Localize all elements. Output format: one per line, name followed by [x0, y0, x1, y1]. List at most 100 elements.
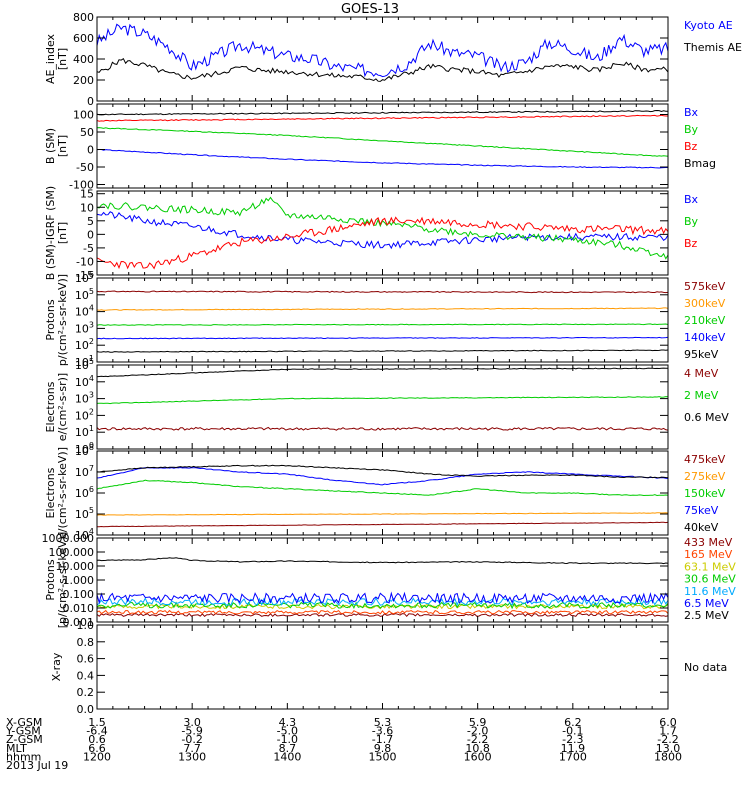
legend-protons2-5: 6.5 MeV [684, 597, 729, 610]
y-tick-label: 0.0 [77, 703, 95, 716]
y-tick-label: 1000.000 [42, 532, 95, 545]
ephem-value: -1.0 [277, 733, 298, 746]
y-tick-label: -50 [76, 161, 94, 174]
y-tick-label: 104 [75, 374, 94, 389]
y-tick-label: 101 [75, 424, 94, 439]
legend-electrons1-1: 2 MeV [684, 389, 719, 402]
panel-frame [96, 364, 669, 450]
y-tick-label-base: 10 [75, 306, 89, 319]
panel-protons2-series [97, 557, 668, 618]
ephem-label: Y-GSM [5, 725, 41, 738]
y-tick-label: -10 [76, 255, 94, 268]
series-ae-1 [97, 57, 668, 82]
y-axis-label: Electrons [44, 381, 57, 432]
y-tick-label-base: 10 [75, 272, 89, 285]
y-tick-label: 0 [87, 144, 94, 157]
ephem-value: -3.6 [372, 725, 393, 738]
y-tick-label-base: 10 [75, 466, 89, 479]
y-tick-label-exp: 5 [89, 506, 94, 515]
series-protons1-1 [97, 307, 668, 311]
legend-electrons1-0: 4 MeV [684, 367, 719, 380]
series-protons2-5 [97, 591, 668, 605]
legend-ae-0: Kyoto AE [684, 19, 733, 32]
panel-xray: 0.0 0.2 0.4 0.6 0.8 1.0 X-ray No data [50, 619, 727, 716]
y-tick-label: 0.001 [63, 616, 95, 629]
legend-electrons2-2: 150keV [684, 487, 726, 500]
y-tick-label: 103 [75, 320, 94, 335]
legend-electrons2-1: 275keV [684, 470, 726, 483]
y-tick-label: 0 [87, 95, 94, 108]
y-tick-label-exp: 4 [89, 304, 94, 313]
panel-frame [96, 103, 669, 189]
y-tick-label-base: 10 [75, 529, 89, 542]
y-tick-label-exp: 8 [89, 443, 94, 452]
y-tick-label-exp: 0 [89, 441, 94, 450]
series-electrons2-2 [97, 479, 668, 497]
y-axis-label: p/(cm²-s-sr-keV)] [56, 274, 69, 366]
y-tick-label: 1.000 [63, 574, 95, 587]
ephem-value: 1200 [83, 750, 111, 763]
y-tick-label-base: 10 [75, 359, 89, 372]
y-tick-label: 0.2 [77, 686, 95, 699]
series-electrons1-0 [97, 426, 668, 431]
series-protons2-6 [97, 557, 668, 565]
series-bdiff-1 [97, 196, 668, 260]
legend-xray-0: No data [684, 661, 727, 674]
panel-ae-series [97, 23, 668, 82]
panel-frame [96, 16, 669, 102]
y-axis-label: [nT] [56, 222, 69, 244]
y-tick-label: 0.6 [77, 653, 95, 666]
legend-protons1-1: 300keV [684, 297, 726, 310]
legend-bdiff-0: Bx [684, 193, 699, 206]
y-tick-label-base: 10 [75, 376, 89, 389]
series-electrons2-0 [97, 521, 668, 528]
y-tick-label: 100.000 [49, 546, 95, 559]
y-tick-label-exp: 7 [89, 464, 94, 473]
ephem-value: -2.2 [657, 733, 678, 746]
ephem-value: 1.5 [88, 716, 106, 729]
y-tick-label: 0 [87, 228, 94, 241]
y-tick-label-base: 10 [75, 508, 89, 521]
ephem-value: 1700 [559, 750, 587, 763]
ephem-value: 5.9 [469, 716, 487, 729]
y-axis-label: [p/(cm²-s-sr-keV)] [56, 532, 69, 629]
y-tick-label: 103 [75, 391, 94, 406]
y-axis-label: B (SM) [44, 128, 57, 164]
y-axis-label: e/(cm²-s-sr)] [56, 373, 69, 441]
y-tick-label: 15 [80, 188, 94, 201]
series-bdiff-2 [97, 216, 668, 270]
y-tick-label: 600 [73, 32, 94, 45]
ephem-label: MLT [6, 742, 27, 755]
ephem-value: -1.7 [372, 733, 393, 746]
ephem-value: 13.0 [656, 742, 681, 755]
y-tick-label-exp: 4 [89, 527, 94, 536]
legend-electrons1-2: 0.6 MeV [684, 411, 729, 424]
legend-electrons2-0: 475keV [684, 453, 726, 466]
legend-bsm-1: By [684, 123, 699, 136]
legend-electrons2-3: 75keV [684, 504, 719, 517]
panel-bsm-series [97, 109, 668, 169]
ephem-label: X-GSM [6, 716, 42, 729]
y-tick-label-exp: 6 [89, 270, 94, 279]
y-tick-label-base: 10 [75, 426, 89, 439]
y-tick-label-base: 10 [75, 443, 89, 456]
ephem-value: -0.2 [181, 733, 202, 746]
ephem-value: 6.0 [659, 716, 677, 729]
legend-bsm-2: Bz [684, 140, 698, 153]
legend-bdiff-1: By [684, 215, 699, 228]
y-tick-label: 105 [75, 287, 94, 302]
legend-protons2-4: 11.6 MeV [684, 585, 736, 598]
y-tick-label: 5 [87, 215, 94, 228]
legend-protons2-0: 433 MeV [684, 536, 733, 549]
panel-bdiff-series [97, 196, 668, 270]
panel-frame [96, 537, 669, 623]
y-tick-label: 0.010 [63, 602, 95, 615]
legend-ae-1: Themis AE [683, 41, 742, 54]
ephem-value: 1500 [369, 750, 397, 763]
legend-protons1-3: 140keV [684, 331, 726, 344]
